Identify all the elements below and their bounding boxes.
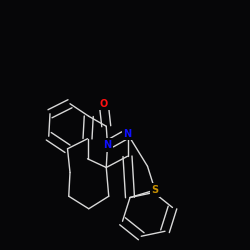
Text: S: S (152, 185, 158, 195)
Text: N: N (124, 129, 132, 139)
Text: N: N (104, 140, 112, 150)
Text: O: O (100, 99, 108, 109)
